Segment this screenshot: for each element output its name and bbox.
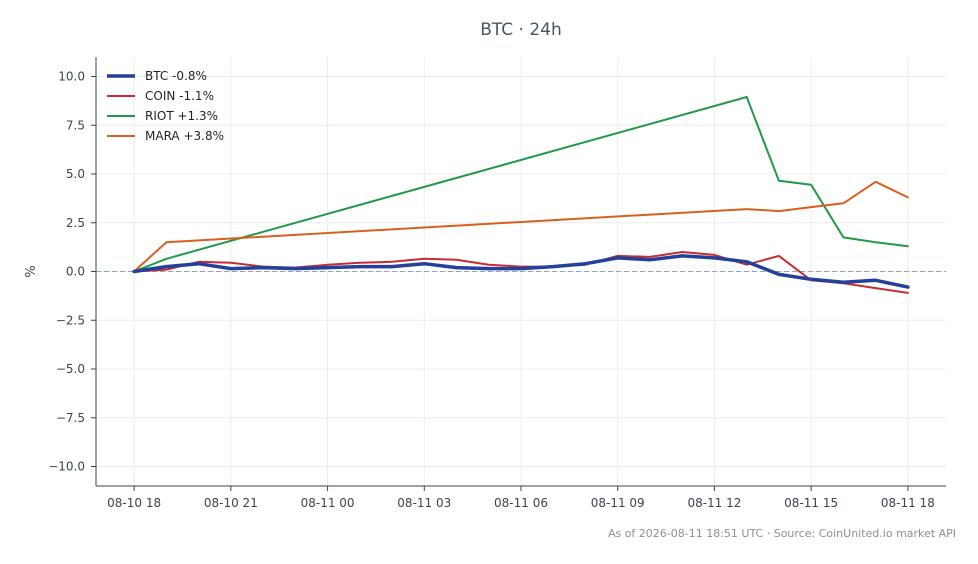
series-line-mara xyxy=(133,180,909,273)
chart-title: BTC · 24h xyxy=(480,20,562,40)
y-tick-label: 2.5 xyxy=(66,216,85,230)
x-tick-label: 08-11 15 xyxy=(784,496,838,510)
x-tick-label: 08-11 00 xyxy=(301,496,355,510)
series-line-btc xyxy=(132,254,910,289)
legend-label-btc: BTC -0.8% xyxy=(145,69,207,83)
y-tick-label: 5.0 xyxy=(66,167,85,181)
y-axis-label: % xyxy=(24,265,39,277)
y-tick-label: 10.0 xyxy=(58,70,85,84)
legend-label-riot: RIOT +1.3% xyxy=(145,109,218,123)
y-tick-label: 0.0 xyxy=(66,265,85,279)
x-tick-label: 08-11 12 xyxy=(687,496,741,510)
x-tick-label: 08-11 18 xyxy=(881,496,935,510)
source-note: As of 2026-08-11 18:51 UTC · Source: Coi… xyxy=(607,527,956,540)
series-line-riot xyxy=(133,96,909,273)
x-tick-label: 08-10 21 xyxy=(204,496,258,510)
x-tick-label: 08-11 03 xyxy=(397,496,451,510)
y-tick-label: 7.5 xyxy=(66,118,85,132)
legend-label-coin: COIN -1.1% xyxy=(145,89,214,103)
y-tick-label: −10.0 xyxy=(48,460,85,474)
legend-label-mara: MARA +3.8% xyxy=(145,129,224,143)
x-tick-label: 08-11 09 xyxy=(591,496,645,510)
y-tick-label: −5.0 xyxy=(56,362,85,376)
x-tick-label: 08-11 06 xyxy=(494,496,548,510)
x-tick-label: 08-10 18 xyxy=(107,496,161,510)
y-tick-label: −2.5 xyxy=(56,313,85,327)
y-tick-label: −7.5 xyxy=(56,411,85,425)
